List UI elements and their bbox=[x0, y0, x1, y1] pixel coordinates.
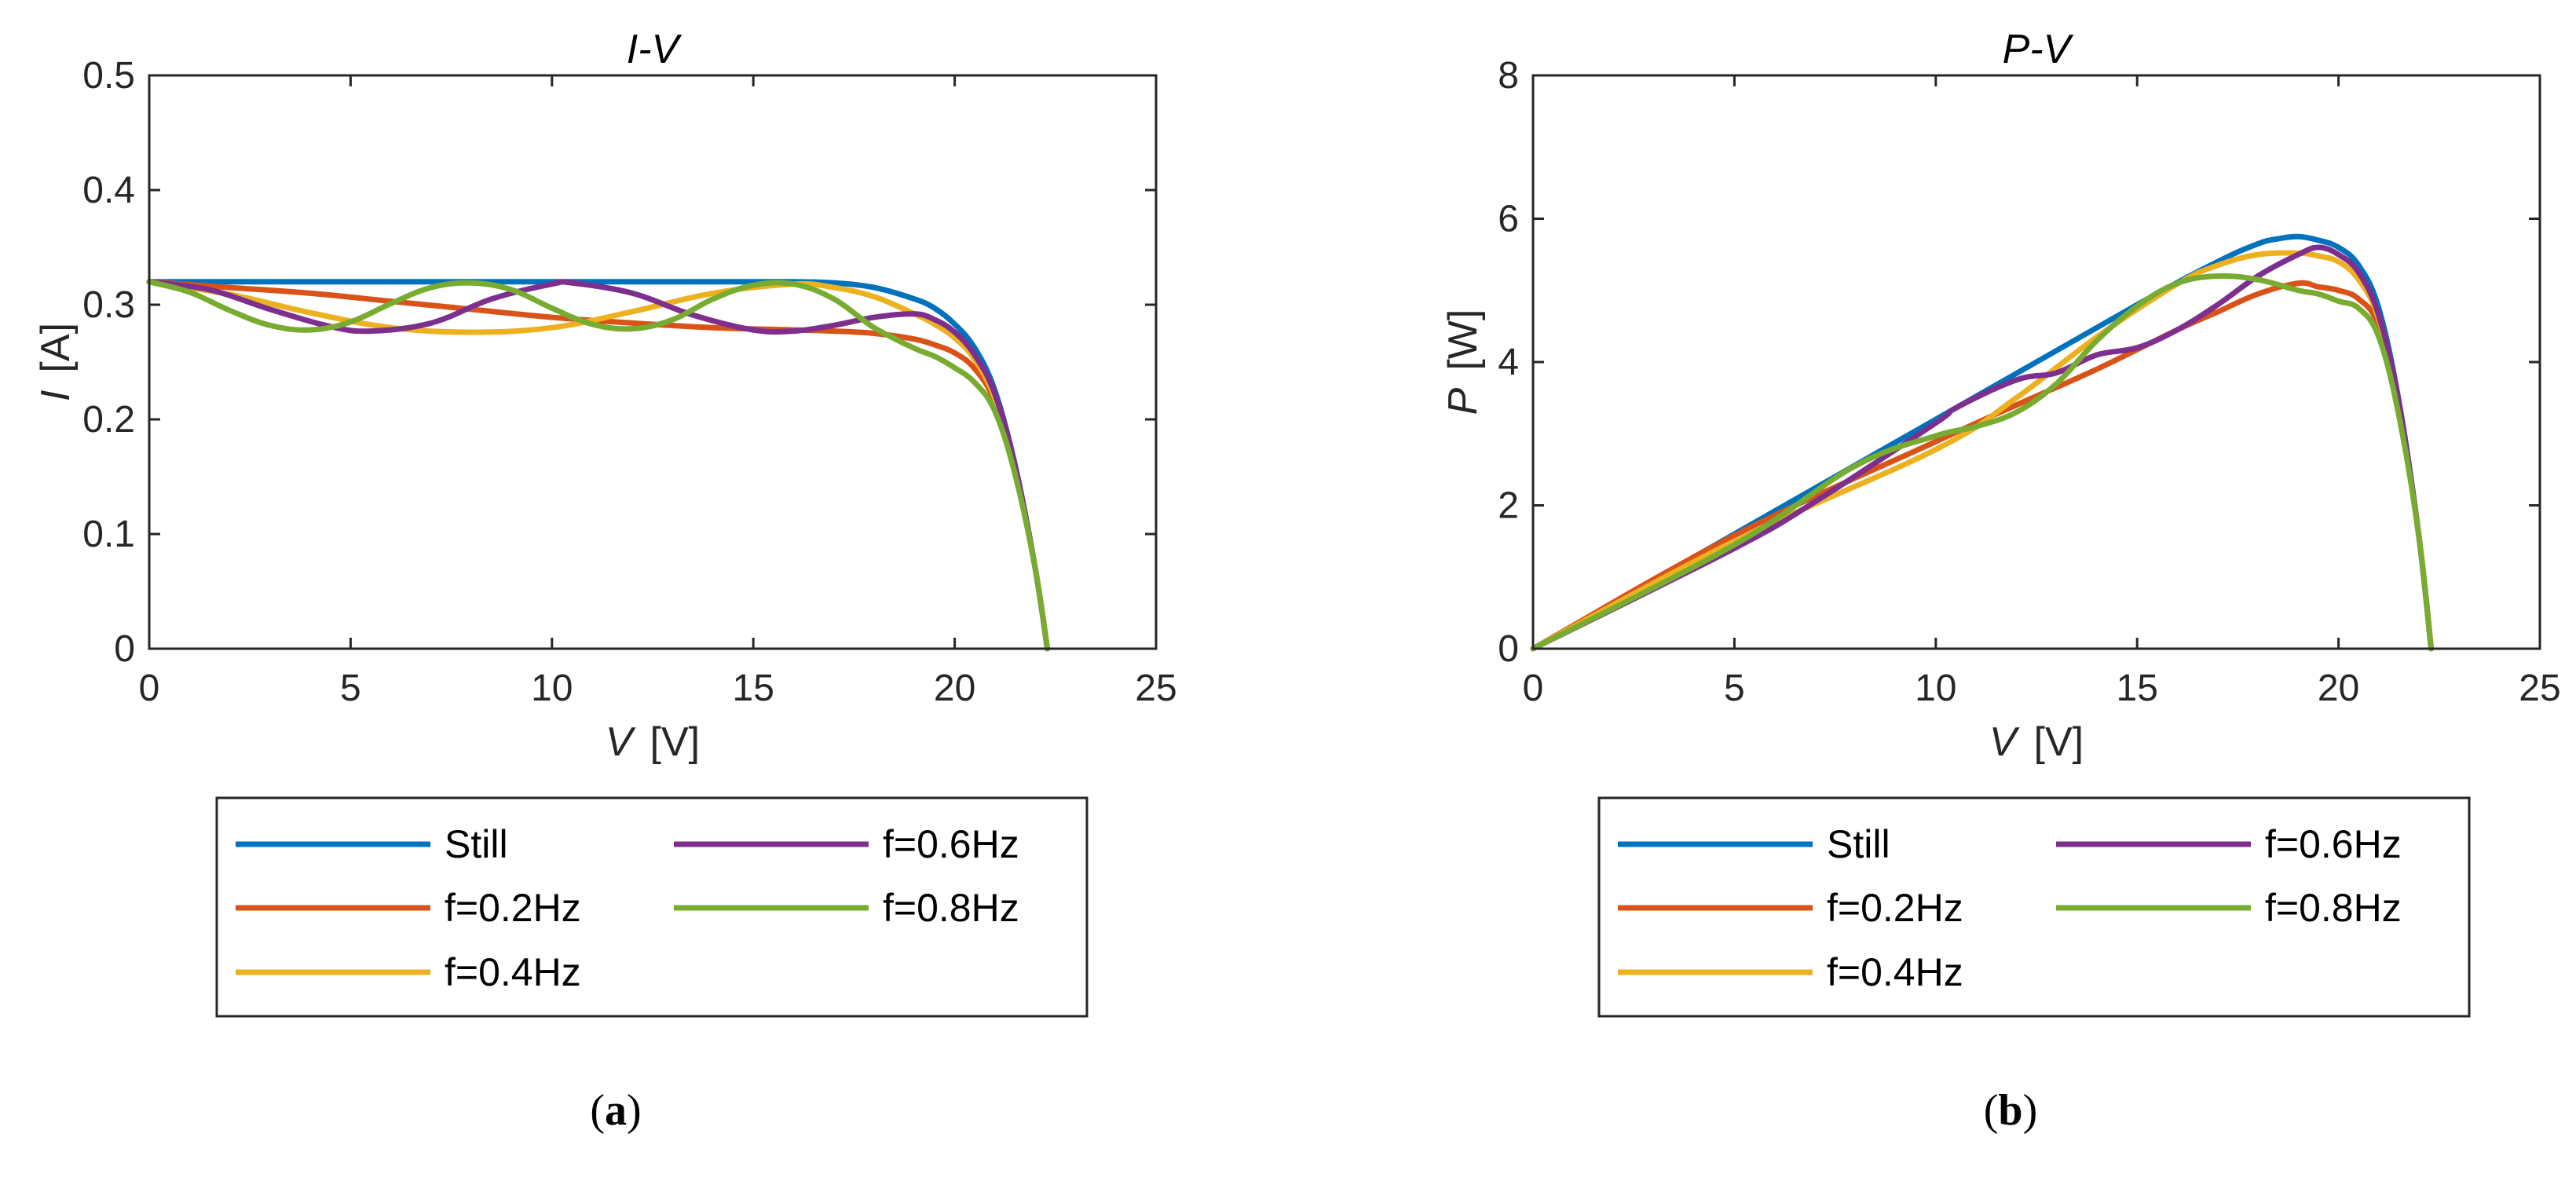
panel-a-caption: (a) bbox=[590, 1086, 641, 1135]
panel-a-series-0.6hz bbox=[146, 279, 1051, 652]
panel-b-ytick-6: 6 bbox=[1498, 199, 1519, 240]
panel-a-ytick-0.1: 0.1 bbox=[82, 514, 135, 555]
panel-b-legend-label-0.6hz: f=0.6Hz bbox=[2265, 822, 2402, 866]
panel-b: P-V 0 5 10 15 20 25 0 2 4 6 8 V [V] P[W] … bbox=[1440, 27, 2561, 1135]
panel-b-tickmarks bbox=[1531, 74, 2541, 650]
panel-b-caption: (b) bbox=[1984, 1086, 2037, 1135]
panel-b-caption-letter: b bbox=[1998, 1086, 2022, 1135]
panel-b-ytick-4: 4 bbox=[1498, 342, 1519, 383]
panel-a-xtick-10: 10 bbox=[531, 668, 573, 709]
panel-a-legend-label-0.6hz: f=0.6Hz bbox=[883, 822, 1019, 866]
panel-a-xtick-25: 25 bbox=[1135, 668, 1176, 709]
panel-a-caption-letter: a bbox=[605, 1086, 627, 1135]
panel-b-ylabel: P [W] bbox=[1440, 309, 1486, 415]
panel-b-ylabel-symbol: P bbox=[1440, 387, 1486, 415]
panel-a-ylabel: I [A] bbox=[33, 323, 79, 401]
panel-a-legend-label-0.2hz: f=0.2Hz bbox=[445, 886, 581, 930]
panel-a-xlabel: V [V] bbox=[606, 719, 700, 765]
panel-a-series-0.8hz bbox=[146, 279, 1051, 652]
panel-b-ytick-2: 2 bbox=[1498, 485, 1519, 527]
panel-b-xtick-5: 5 bbox=[1724, 668, 1745, 709]
panel-a-ylabel-symbol: I bbox=[33, 390, 79, 401]
panel-a-ytick-0.2: 0.2 bbox=[82, 399, 135, 441]
panel-b-xtick-25: 25 bbox=[2519, 668, 2560, 709]
panel-a: I-V 0 5 10 15 20 25 0 0.1 0.2 0.3 0.4 0.… bbox=[33, 27, 1177, 1135]
panel-b-ytick-0: 0 bbox=[1498, 628, 1519, 670]
panel-a-axes-box bbox=[148, 74, 1158, 650]
panel-b-series-0.8hz bbox=[1530, 273, 2435, 652]
panel-b-legend-label-0.4hz: f=0.4Hz bbox=[1827, 950, 1963, 994]
panel-a-xtick-0: 0 bbox=[139, 668, 160, 709]
panel-b-series-0.6hz bbox=[1530, 244, 2435, 652]
panel-a-title: I-V bbox=[627, 27, 682, 72]
panel-a-series-group bbox=[146, 279, 1051, 652]
panel-b-xlabel-symbol: V bbox=[1989, 719, 2020, 765]
panel-a-legend: Still f=0.2Hz f=0.4Hz f=0.6Hz f=0.8Hz bbox=[215, 796, 1089, 1018]
panel-b-xtick-20: 20 bbox=[2318, 668, 2359, 709]
panel-b-xtick-10: 10 bbox=[1915, 668, 1956, 709]
panel-a-tickmarks bbox=[148, 74, 1158, 650]
panel-b-title: P-V bbox=[2003, 27, 2074, 72]
panel-b-xtick-0: 0 bbox=[1523, 668, 1544, 709]
panel-b-legend-label-0.2hz: f=0.2Hz bbox=[1827, 886, 1963, 930]
panel-a-ytick-0.5: 0.5 bbox=[82, 55, 135, 97]
panel-b-series-group bbox=[1530, 233, 2435, 652]
panel-b-legend-label-still: Still bbox=[1827, 822, 1890, 866]
panel-b-ytick-8: 8 bbox=[1498, 55, 1519, 97]
panel-a-ytick-0: 0 bbox=[114, 628, 135, 670]
panel-a-ylabel-unit: [A] bbox=[33, 323, 79, 373]
panel-b-ylabel-unit: [W] bbox=[1440, 309, 1486, 371]
panel-a-ytick-0.3: 0.3 bbox=[82, 284, 135, 326]
panel-b-legend: Still f=0.2Hz f=0.4Hz f=0.6Hz f=0.8Hz bbox=[1597, 796, 2471, 1018]
panel-a-xtick-20: 20 bbox=[934, 668, 975, 709]
panel-a-xlabel-symbol: V bbox=[606, 719, 636, 765]
panel-b-xtick-15: 15 bbox=[2117, 668, 2158, 709]
panel-a-ytick-0.4: 0.4 bbox=[82, 170, 135, 211]
panel-a-xtick-15: 15 bbox=[733, 668, 774, 709]
panel-a-legend-label-0.8hz: f=0.8Hz bbox=[883, 886, 1019, 930]
panel-a-xlabel-unit: [V] bbox=[650, 719, 701, 765]
panel-b-xlabel: V [V] bbox=[1989, 719, 2084, 765]
panel-b-legend-label-0.8hz: f=0.8Hz bbox=[2265, 886, 2402, 930]
panel-a-xtick-5: 5 bbox=[340, 668, 361, 709]
panel-b-xlabel-unit: [V] bbox=[2034, 719, 2084, 765]
panel-a-legend-label-0.4hz: f=0.4Hz bbox=[445, 950, 581, 994]
panel-a-legend-label-still: Still bbox=[445, 822, 508, 866]
